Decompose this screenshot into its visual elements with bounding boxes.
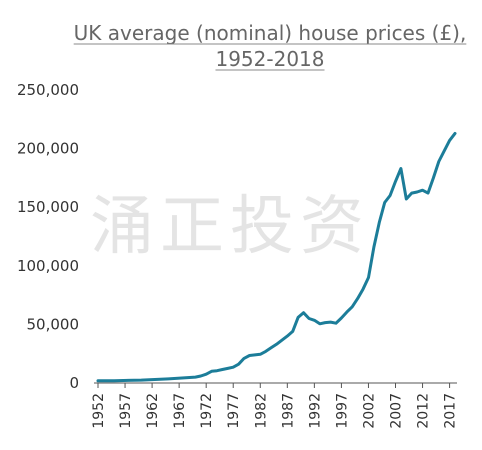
y-tick-label: 100,000: [17, 257, 79, 275]
chart-title-line-2: 1952-2018: [215, 47, 324, 71]
chart-title-line-1: UK average (nominal) house prices (£),: [74, 21, 467, 45]
x-tick-label: 1982: [253, 393, 269, 429]
x-axis: 1952 1957 1962 1967 1972 1977 1982 1987 1992 1997…: [91, 382, 459, 429]
x-tick-label: 2007: [389, 393, 405, 429]
y-axis: 0 50,000 100,000 150,000 200,000 250,000: [17, 81, 79, 392]
watermark-text: 涌正投资: [90, 190, 370, 264]
x-tick-label: 1957: [118, 393, 134, 429]
y-tick-label: 200,000: [17, 140, 79, 158]
chart-title: UK average (nominal) house prices (£), 1…: [73, 21, 467, 71]
x-tick-label: 1962: [145, 393, 161, 429]
x-tick-label: 1997: [334, 393, 350, 429]
y-tick-label: 0: [69, 374, 79, 392]
x-tick-label: 1967: [172, 393, 188, 429]
x-tick-label: 2012: [416, 393, 432, 429]
x-tick-label: 2002: [361, 393, 377, 429]
y-tick-label: 50,000: [27, 315, 80, 333]
plot-area: [96, 131, 457, 383]
x-tick-label: 2017: [443, 393, 459, 429]
x-tick-label: 1952: [91, 393, 107, 429]
x-tick-label: 1987: [280, 393, 296, 429]
house-price-series-line: [96, 131, 457, 383]
y-tick-label: 150,000: [17, 198, 79, 216]
x-tick-label: 1992: [307, 393, 323, 429]
x-tick-label: 1977: [226, 393, 242, 429]
x-tick-label: 1972: [199, 393, 215, 429]
y-tick-label: 250,000: [17, 81, 79, 99]
